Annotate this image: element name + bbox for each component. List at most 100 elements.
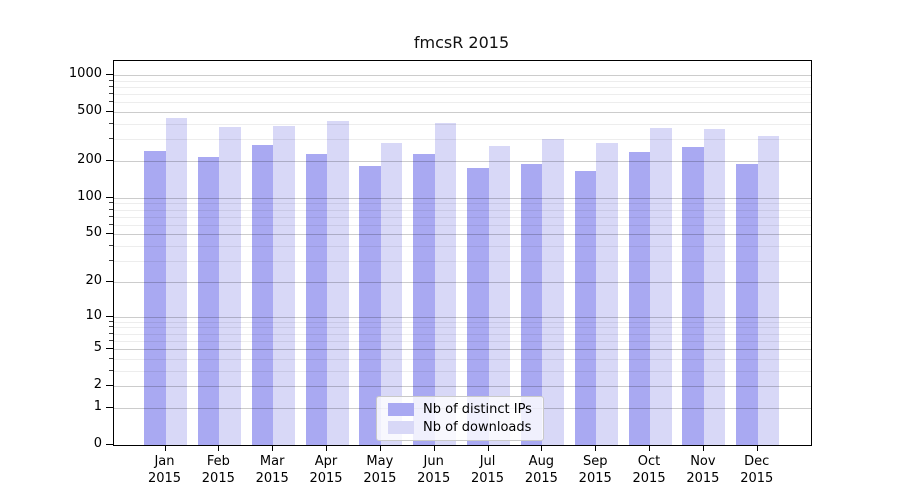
x-tick-label-mar: Mar 2015: [255, 454, 289, 486]
bar-distinct-ips-mar: [251, 145, 274, 445]
x-tick: [164, 445, 166, 451]
x-tick-label-nov: Nov 2015: [686, 454, 720, 486]
bar-distinct-ips-jan: [144, 151, 166, 445]
y-tick: [106, 348, 113, 350]
y-tick-label: 1: [93, 398, 102, 414]
bar-distinct-ips-aug: [520, 164, 543, 445]
bar-downloads-oct: [650, 128, 672, 445]
y-minor-gridline: [114, 321, 811, 323]
bar-downloads-jul: [488, 145, 511, 445]
x-tick: [595, 445, 597, 451]
x-tick-label-jun: Jun 2015: [417, 454, 451, 486]
y-gridline: [114, 349, 811, 351]
x-tick: [218, 445, 220, 451]
y-minor-tick: [109, 332, 113, 334]
bar-distinct-ips-dec: [736, 164, 758, 445]
y-minor-tick: [109, 357, 113, 359]
y-tick: [106, 315, 113, 317]
bar-downloads-may: [380, 143, 403, 445]
y-tick-label: 500: [77, 103, 102, 119]
y-tick-label: 20: [85, 272, 102, 288]
x-tick: [326, 445, 328, 451]
y-tick: [106, 280, 113, 282]
y-minor-gridline: [114, 216, 811, 218]
bar-downloads-jun: [434, 122, 457, 445]
y-tick-label: 0: [93, 436, 102, 451]
y-tick: [106, 196, 113, 198]
y-minor-tick: [109, 208, 113, 210]
y-tick: [106, 444, 113, 445]
bar-distinct-ips-nov: [682, 147, 704, 445]
bar-downloads-apr: [327, 121, 349, 445]
y-tick: [106, 385, 113, 387]
y-minor-gridline: [114, 370, 811, 372]
x-tick: [649, 445, 651, 451]
bar-distinct-ips-feb: [197, 157, 220, 445]
x-tick: [379, 445, 381, 451]
y-tick: [106, 111, 113, 113]
x-tick-label-may: May 2015: [363, 454, 397, 486]
y-gridline: [114, 75, 811, 77]
y-minor-tick: [109, 101, 113, 103]
bar-distinct-ips-jul: [467, 167, 489, 445]
legend-label-distinct-ips: Nb of distinct IPs: [423, 402, 532, 417]
y-tick-label: 50: [85, 225, 102, 241]
y-minor-gridline: [114, 358, 811, 360]
y-gridline: [114, 161, 811, 162]
y-minor-tick: [109, 326, 113, 328]
y-tick-label: 100: [77, 188, 102, 204]
legend-swatch-downloads: [388, 421, 414, 434]
y-minor-gridline: [114, 333, 811, 335]
y-gridline: [114, 234, 811, 236]
y-gridline: [114, 386, 811, 388]
bar-distinct-ips-sep: [574, 170, 597, 445]
y-minor-gridline: [114, 327, 811, 329]
chart-title: fmcsR 2015: [413, 33, 510, 52]
y-tick: [106, 233, 113, 235]
y-gridline: [114, 316, 811, 318]
y-minor-gridline: [114, 86, 811, 88]
bar-downloads-feb: [219, 127, 241, 445]
y-minor-gridline: [114, 203, 811, 205]
y-gridline: [114, 112, 811, 114]
x-tick-label-jul: Jul 2015: [470, 454, 505, 486]
y-tick: [106, 74, 113, 76]
y-minor-tick: [109, 93, 113, 95]
y-minor-tick: [109, 320, 113, 322]
y-minor-tick: [109, 339, 113, 341]
legend-item-downloads: Nb of downloads: [388, 420, 532, 435]
y-minor-gridline: [114, 261, 811, 263]
x-tick: [756, 445, 758, 451]
x-tick-label-feb: Feb 2015: [201, 454, 235, 486]
y-minor-gridline: [114, 80, 811, 82]
x-tick: [702, 445, 704, 451]
x-tick: [272, 445, 274, 451]
y-minor-tick: [109, 85, 113, 87]
y-tick-label: 2: [93, 377, 102, 393]
x-tick-label-oct: Oct 2015: [632, 454, 666, 486]
bar-distinct-ips-oct: [628, 152, 651, 445]
y-minor-tick: [109, 215, 113, 217]
x-tick: [487, 445, 489, 451]
bar-downloads-nov: [703, 128, 726, 445]
bar-distinct-ips-jun: [413, 153, 435, 445]
y-minor-tick: [109, 202, 113, 204]
y-minor-gridline: [114, 102, 811, 104]
x-tick-label-aug: Aug 2015: [524, 454, 558, 486]
y-tick-label: 5: [93, 340, 102, 356]
bar-downloads-jan: [165, 118, 187, 445]
bar-distinct-ips-may: [359, 165, 381, 445]
x-tick: [541, 445, 543, 451]
y-tick-label: 200: [77, 152, 102, 167]
legend-label-downloads: Nb of downloads: [423, 420, 532, 435]
bar-distinct-ips-apr: [305, 153, 328, 445]
y-minor-tick: [109, 79, 113, 81]
y-minor-gridline: [114, 209, 811, 211]
y-minor-tick: [109, 245, 113, 247]
x-tick-label-jan: Jan 2015: [147, 454, 182, 486]
y-minor-gridline: [114, 224, 811, 226]
bar-downloads-aug: [542, 139, 564, 445]
y-minor-gridline: [114, 94, 811, 96]
x-tick-label-dec: Dec 2015: [740, 454, 774, 486]
